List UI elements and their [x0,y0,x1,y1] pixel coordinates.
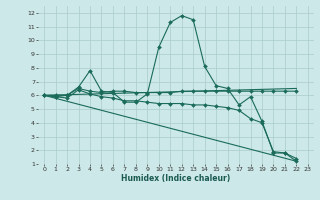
X-axis label: Humidex (Indice chaleur): Humidex (Indice chaleur) [121,174,231,183]
